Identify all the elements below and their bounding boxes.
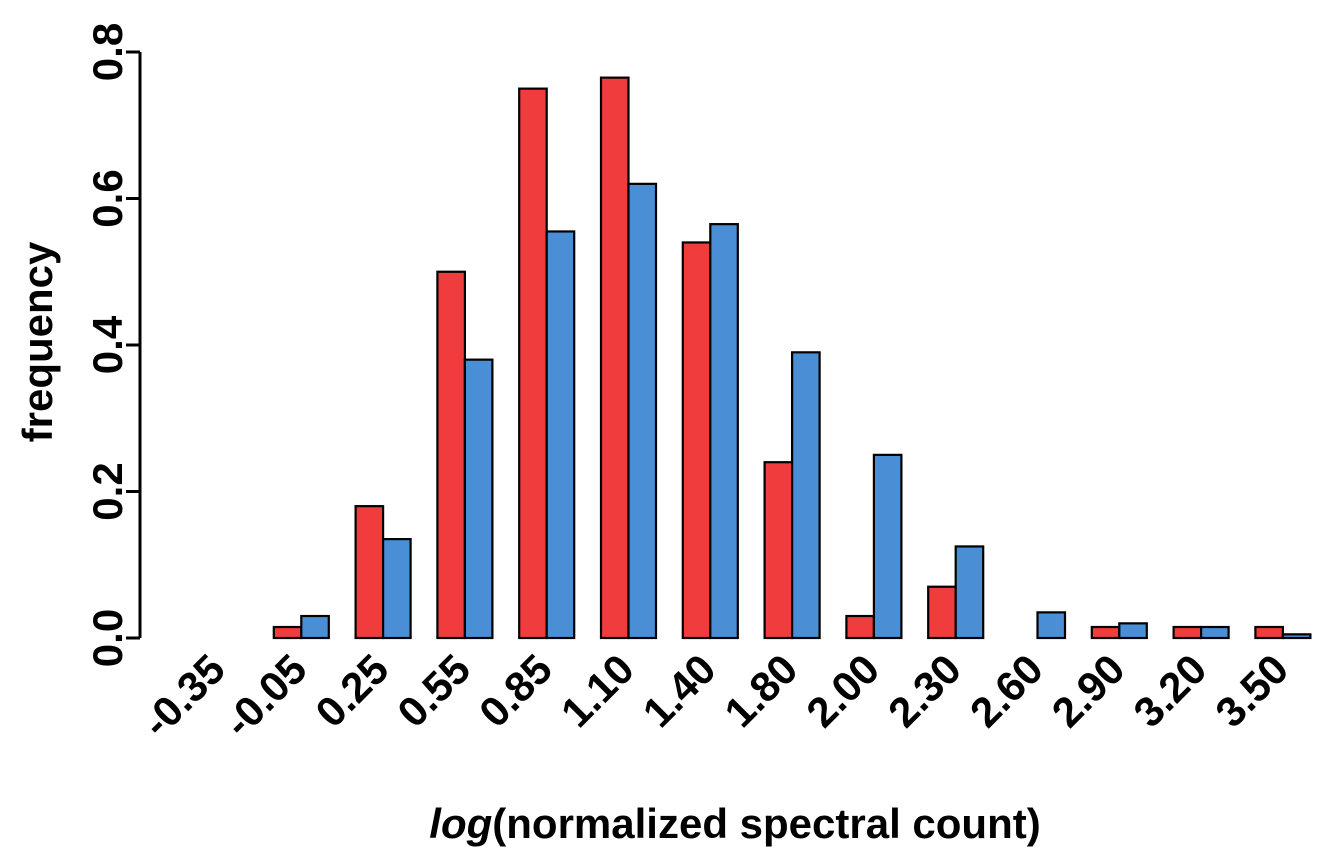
y-axis: 0.0 0.2 0.4 0.6 0.8 <box>84 23 142 667</box>
bar-blue--0.05 <box>300 614 330 640</box>
bar-blue-3.50 <box>1281 633 1312 640</box>
x-tick-label: 2.30 <box>879 645 970 736</box>
bar-blue-1.10 <box>627 182 658 640</box>
x-tick-label: 3.20 <box>1124 645 1215 736</box>
bar-blue-1.80 <box>790 351 821 640</box>
y-tick-label: 0.0 <box>84 609 131 667</box>
x-tick-label: 0.25 <box>306 645 397 736</box>
bar-blue-2.30 <box>954 545 985 640</box>
y-tick-label: 0.4 <box>84 315 131 374</box>
x-tick-label: 2.90 <box>1043 645 1134 736</box>
x-axis-title-rest: (normalized spectral count) <box>492 800 1040 847</box>
bar-blue-2.00 <box>872 453 903 640</box>
y-tick-label: 0.8 <box>84 23 131 81</box>
bar-red-1.10 <box>599 76 630 640</box>
x-tick-label: -0.35 <box>133 645 234 746</box>
y-tick-label: 0.6 <box>84 169 131 227</box>
x-tick-label: 3.50 <box>1206 645 1297 736</box>
x-axis-title: log(normalized spectral count) <box>429 800 1040 847</box>
x-tick-label: 2.00 <box>797 645 888 736</box>
bar-blue-2.60 <box>1036 611 1067 640</box>
bars <box>272 76 1312 640</box>
bar-red-2.00 <box>845 614 876 640</box>
x-tick-label: 1.40 <box>634 645 725 736</box>
y-tick-label: 0.2 <box>84 462 131 520</box>
x-tick-labels: -0.35-0.050.250.550.851.101.401.802.002.… <box>133 645 1297 746</box>
bar-blue-0.55 <box>463 358 494 640</box>
x-tick-label: 2.60 <box>961 645 1052 736</box>
bar-red-0.85 <box>518 87 548 640</box>
bar-red-2.30 <box>927 585 957 640</box>
bar-blue-3.20 <box>1199 625 1230 640</box>
bar-red-3.20 <box>1172 625 1203 640</box>
bar-blue-2.90 <box>1118 622 1148 640</box>
x-axis-title-log: log <box>429 800 492 847</box>
x-tick-label: 1.80 <box>715 645 806 736</box>
bar-red--0.05 <box>272 625 303 640</box>
x-tick-label: -0.05 <box>215 645 316 746</box>
x-tick-label: 0.55 <box>388 645 479 736</box>
y-axis-title: frequency <box>14 241 61 442</box>
bar-blue-1.40 <box>709 223 739 640</box>
bar-red-3.50 <box>1254 625 1285 640</box>
bar-blue-0.25 <box>382 538 412 640</box>
bar-red-0.55 <box>436 270 466 640</box>
bar-red-1.80 <box>763 461 794 640</box>
bar-blue-0.85 <box>545 230 576 640</box>
bar-red-2.90 <box>1090 625 1121 640</box>
bar-red-0.25 <box>354 505 385 640</box>
bar-red-1.40 <box>681 241 712 640</box>
x-tick-label: 1.10 <box>552 645 643 736</box>
x-tick-label: 0.85 <box>470 645 561 736</box>
